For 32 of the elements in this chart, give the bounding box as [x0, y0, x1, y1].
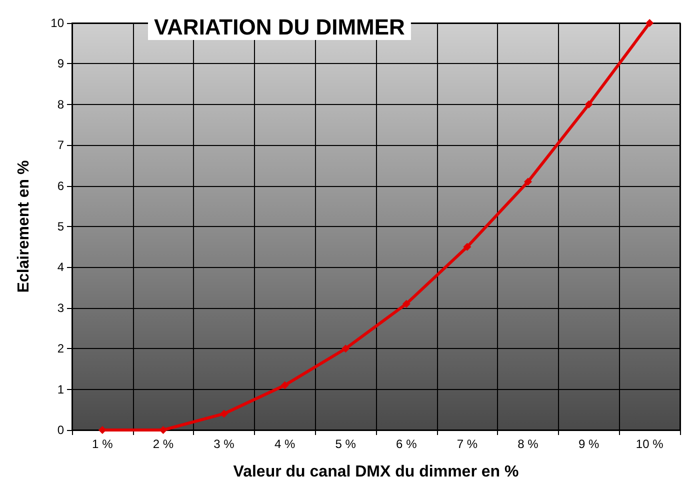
x-tick-label: 1 %	[92, 437, 114, 451]
y-tick-label: 1	[57, 382, 64, 396]
x-tick-label: 8 %	[518, 437, 539, 451]
x-tick-label: 9 %	[578, 437, 600, 451]
x-tick-label: 5 %	[335, 437, 356, 451]
y-tick-label: 8	[57, 97, 64, 112]
x-tick-label: 3 %	[214, 437, 235, 451]
x-axis-title: Valeur du canal DMX du dimmer en %	[233, 464, 519, 480]
point	[646, 19, 654, 27]
x-tick-label: 10 %	[636, 437, 664, 451]
point	[524, 178, 532, 186]
y-tick-label: 9	[57, 56, 64, 71]
y-tick-label: 0	[57, 423, 64, 437]
point	[402, 300, 410, 308]
y-tick-label: 3	[57, 300, 64, 315]
y-tick-label: 7	[57, 138, 64, 152]
y-tick-label: 10	[50, 16, 64, 30]
chart-title: VARIATION DU DIMMER	[154, 14, 406, 40]
x-tick-label: 4 %	[274, 437, 296, 451]
point	[463, 242, 472, 251]
x-tick-label: 7 %	[456, 437, 478, 451]
x-tick-label: 6 %	[396, 437, 418, 451]
point	[584, 100, 593, 108]
y-tick-label: 2	[57, 342, 64, 356]
point	[342, 344, 350, 353]
y-tick-label: 5	[57, 220, 64, 234]
point	[220, 410, 228, 418]
y-axis-title: Eclairement en %	[16, 160, 32, 293]
x-tick-label: 2 %	[152, 437, 174, 451]
point	[280, 381, 289, 390]
y-tick-label: 6	[57, 178, 64, 193]
y-tick-label: 4	[57, 260, 64, 274]
